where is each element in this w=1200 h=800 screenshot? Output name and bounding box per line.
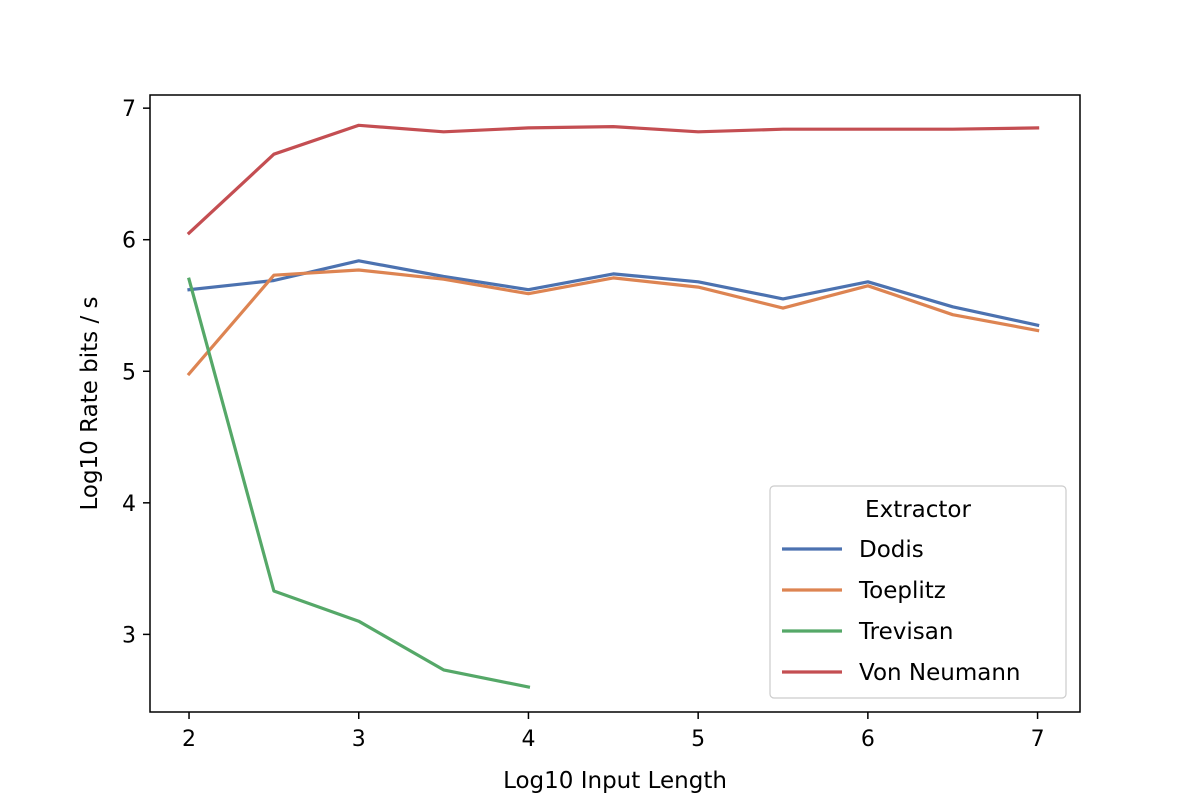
legend-items: Dodis Toeplitz Trevisan Von Neumann	[782, 537, 1021, 686]
x-tick-label: 5	[691, 727, 705, 752]
y-tick-label: 3	[122, 623, 136, 648]
x-tick-label: 4	[521, 727, 535, 752]
x-tick-label: 3	[352, 727, 366, 752]
legend-label-toeplitz: Toeplitz	[858, 578, 946, 604]
x-tick-label: 6	[861, 727, 875, 752]
y-tick-label: 4	[122, 492, 136, 517]
y-tick-label: 5	[122, 360, 136, 385]
y-tick-label: 7	[122, 97, 136, 122]
y-axis-ticks: 3 4 5 6 7	[122, 97, 150, 648]
legend-box	[769, 485, 1067, 699]
series-line-dodis	[187, 259, 1040, 328]
series-line-von-neumann	[186, 123, 1040, 236]
x-axis-label: Log10 Input Length	[503, 768, 727, 794]
series-lines	[186, 123, 1040, 689]
legend-title: Extractor	[865, 497, 971, 523]
y-axis-label: Log10 Rate bits / s	[77, 296, 103, 510]
y-tick-label: 6	[122, 229, 136, 254]
legend-label-von-neumann: Von Neumann	[859, 660, 1021, 686]
x-tick-label: 7	[1031, 727, 1045, 752]
x-axis-ticks: 2 3 4 5 6 7	[182, 712, 1045, 752]
plot-frame	[149, 94, 1081, 713]
series-line-trevisan	[187, 277, 531, 689]
legend-label-dodis: Dodis	[859, 537, 924, 563]
legend-label-trevisan: Trevisan	[858, 619, 953, 645]
series-line-toeplitz	[186, 268, 1040, 377]
legend: Extractor Dodis Toeplitz Trevisan Von Neuma…	[769, 485, 1067, 699]
x-tick-label: 2	[182, 727, 196, 752]
